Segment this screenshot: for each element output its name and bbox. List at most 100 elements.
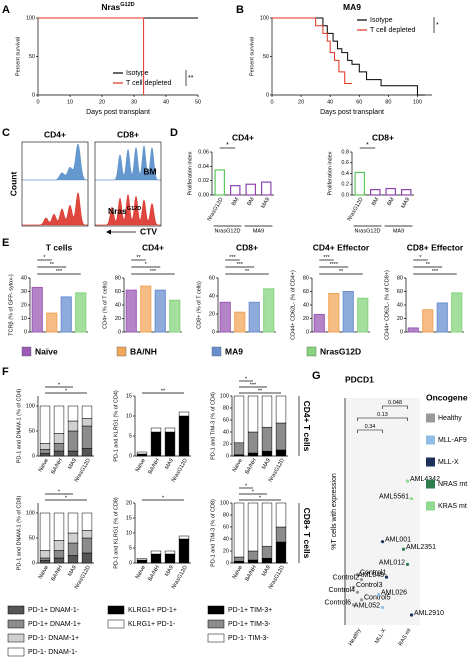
x-tick-label: 30 — [131, 99, 137, 105]
legend-swatch — [211, 346, 222, 357]
bar-segment — [164, 431, 176, 457]
significance: *** — [229, 255, 236, 261]
bar-segment — [81, 530, 93, 539]
y-tick-label: 40 — [21, 275, 27, 281]
chart-title: CD8+ — [372, 132, 394, 142]
y-axis-label: CD44+ CD62L- (% of CD4+) — [290, 270, 296, 340]
point-label: Control2 — [333, 574, 360, 581]
legend-swatch — [306, 346, 317, 357]
bar-segment — [150, 427, 162, 433]
significance: * — [436, 22, 439, 29]
survival-curve — [38, 17, 145, 95]
point — [351, 603, 356, 607]
bar-segment — [136, 453, 148, 457]
x-tick-label: BA/NH — [147, 458, 161, 476]
y-tick-label: 40 — [223, 429, 229, 435]
bar-segment — [39, 449, 51, 454]
y-tick-label: 0 — [212, 329, 215, 335]
y-tick-label: 0 — [32, 560, 35, 566]
panel-letter: B — [236, 4, 244, 16]
x-axis-label: Days post transplant — [320, 109, 384, 116]
y-tick-label: 100 — [26, 403, 35, 409]
bar — [261, 181, 272, 196]
title-sup: G12D — [120, 2, 134, 8]
bar-segment — [261, 395, 273, 428]
x-tick-label: 60 — [356, 99, 362, 105]
survival-curve — [272, 17, 425, 96]
x-tick-label: NrasG12D — [347, 197, 365, 223]
y-tick-label: 60 — [209, 275, 215, 281]
bar-segment — [81, 512, 93, 531]
bar-segment — [261, 545, 273, 559]
significance: * — [259, 495, 262, 501]
y-tick-label: 50 — [263, 54, 269, 60]
x-tick-label: 80 — [385, 99, 391, 105]
bar — [451, 292, 463, 333]
bar — [407, 327, 419, 333]
y-tick-label: 100 — [26, 15, 35, 21]
bar-segment — [81, 537, 93, 554]
chart-title: CD4+ Effector — [313, 242, 370, 252]
bar-segment — [164, 427, 176, 433]
sig-bracket — [357, 417, 408, 421]
panel-letter: A — [2, 4, 10, 16]
y-tick-label: 80 — [223, 512, 229, 518]
x-tick-label: BM — [246, 196, 256, 207]
x-tick-label: BA/NH — [147, 565, 161, 583]
significance: ** — [339, 269, 344, 275]
x-tick-label: Naïve — [232, 458, 244, 473]
significance: *** — [237, 262, 244, 268]
significance: * — [419, 255, 422, 261]
bar — [422, 309, 434, 333]
bar — [214, 169, 226, 196]
panel-letter: E — [2, 237, 9, 249]
y-tick-label: 20 — [223, 548, 229, 554]
significance: ** — [258, 388, 263, 394]
y-tick-label: 20 — [223, 441, 229, 447]
bar-segment — [39, 405, 51, 444]
bar-segment — [150, 431, 162, 457]
y-tick-label: 50 — [29, 428, 35, 434]
bar-segment — [178, 411, 190, 417]
chart-title: CD8+ — [236, 242, 258, 252]
bar-segment — [81, 552, 93, 564]
point — [359, 578, 364, 582]
x-tick-label: Naïve — [38, 458, 50, 473]
bar-segment — [233, 556, 245, 562]
significance: * — [245, 376, 248, 382]
bar-segment — [261, 557, 273, 564]
y-tick-label: 20 — [115, 316, 121, 322]
bar-segment — [178, 535, 190, 540]
x-tick-label: 40 — [327, 99, 333, 105]
bar-segment — [39, 557, 51, 561]
bar — [169, 299, 181, 333]
point — [355, 572, 360, 577]
bar-segment — [53, 512, 65, 541]
legend-swatch — [21, 346, 32, 357]
y-tick-label: 0.0 — [341, 192, 349, 198]
sig-bracket — [357, 429, 383, 433]
legend-label: T cell depleted — [126, 80, 172, 87]
y-axis-label: %T cells with expression — [331, 473, 338, 550]
point — [376, 593, 381, 597]
legend-label: KRAS mt — [438, 503, 467, 510]
y-tick-label: 30 — [21, 289, 27, 295]
y-axis-label: PD-1 and TIM-3 (% of CD8) — [210, 499, 216, 567]
p-value: 0.048 — [388, 400, 402, 406]
bar-segment — [164, 553, 176, 564]
chart-title: T cells — [46, 242, 73, 252]
legend-swatch — [107, 605, 125, 615]
y-axis-label: PD-1 and DNAM-1 (% of CD4) — [16, 389, 22, 464]
y-tick-label: 80 — [303, 275, 309, 281]
significance: * — [65, 388, 68, 394]
legend-swatch — [207, 633, 225, 643]
significance: * — [58, 382, 61, 388]
legend-swatch — [7, 647, 25, 657]
point-label: AML2910 — [414, 610, 444, 617]
legend-label: PD-1+ DNAM-1- — [28, 607, 80, 614]
row-label: BM — [143, 166, 156, 176]
y-axis-label: PD-1 and TIM-3 (% of CD4) — [210, 392, 216, 460]
x-tick-label: 100 — [413, 99, 422, 105]
chart-title: CD4+ — [142, 242, 164, 252]
